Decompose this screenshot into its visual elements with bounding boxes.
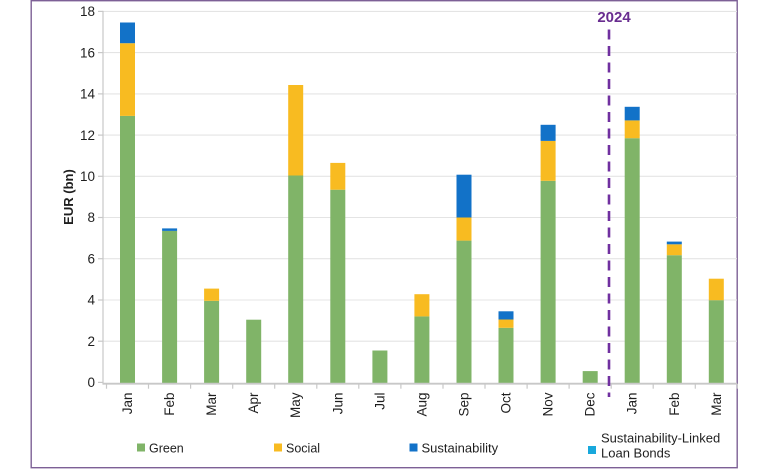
svg-text:EUR (bn): EUR (bn) [61,169,76,225]
svg-text:Apr: Apr [246,392,261,414]
svg-text:Feb: Feb [667,393,682,416]
svg-text:Jan: Jan [625,393,640,415]
svg-text:Jul: Jul [372,393,387,410]
svg-text:6: 6 [87,251,95,266]
svg-text:8: 8 [87,210,95,225]
svg-text:Green: Green [149,442,184,456]
svg-text:16: 16 [80,45,95,60]
svg-text:12: 12 [80,128,95,143]
svg-text:May: May [288,392,303,418]
svg-text:Dec: Dec [583,392,598,416]
svg-text:Mar: Mar [204,392,219,416]
svg-text:Nov: Nov [541,392,556,416]
svg-text:Social: Social [286,442,320,456]
svg-text:18: 18 [80,4,95,19]
svg-text:Sustainability-Linked: Sustainability-Linked [601,431,720,446]
svg-text:Aug: Aug [414,393,429,417]
svg-text:Sep: Sep [457,393,472,417]
svg-text:2024: 2024 [597,9,631,26]
svg-text:Loan Bonds: Loan Bonds [601,446,671,461]
svg-text:Mar: Mar [709,392,724,416]
svg-text:Feb: Feb [162,393,177,416]
svg-text:Jan: Jan [120,393,135,415]
svg-text:Jun: Jun [330,393,345,415]
svg-text:Sustainability: Sustainability [422,441,499,456]
svg-text:0: 0 [87,375,95,390]
svg-text:14: 14 [80,87,96,102]
svg-text:2: 2 [87,334,95,349]
svg-text:4: 4 [87,293,95,308]
svg-text:Oct: Oct [499,392,514,413]
svg-text:10: 10 [80,169,95,184]
